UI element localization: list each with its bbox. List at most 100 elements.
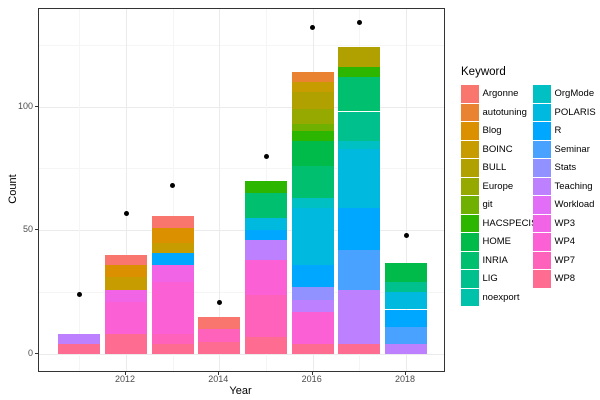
legend-item-LIG: LIG	[461, 270, 533, 288]
legend-label: git	[482, 199, 493, 211]
gridline-major	[39, 106, 444, 108]
bar-segment-POLARIS	[245, 217, 287, 231]
bar-segment-WP4	[151, 282, 194, 335]
bar-segment-git	[291, 123, 334, 132]
legend-label: OrgMode	[554, 88, 595, 100]
bar-segment-WP7	[151, 334, 194, 345]
bar-segment-Blog	[151, 227, 194, 243]
legend-swatch	[461, 196, 479, 214]
legend-item-BOINC: BOINC	[461, 140, 533, 158]
bar-2016	[291, 9, 334, 371]
legend-item-git: git	[461, 196, 533, 214]
bar-segment-WP8	[338, 344, 381, 354]
bar-2018	[385, 9, 427, 371]
legend-swatch	[461, 214, 479, 232]
gridline-major	[126, 9, 127, 371]
bar-segment-Teaching	[291, 299, 334, 312]
gridline-major	[39, 230, 444, 232]
bar-segment-WP3	[105, 289, 147, 303]
data-point	[310, 24, 316, 30]
bar-2013	[151, 9, 194, 371]
bar-segment-BOINC	[151, 242, 194, 253]
legend-label: LIG	[482, 273, 498, 285]
legend-swatch	[461, 122, 479, 140]
bar-segment-WP8	[105, 334, 147, 354]
bar-segment-WP7	[245, 294, 287, 337]
bar-segment-Seminar	[338, 250, 381, 290]
legend-swatch	[533, 140, 551, 158]
bar-segment-BOINC	[291, 81, 334, 92]
y-tick-label: 50	[22, 224, 33, 235]
legend-label: Teaching	[554, 180, 593, 192]
legend-item-autotuning: autotuning	[461, 103, 533, 121]
legend-label: WP4	[554, 236, 576, 248]
bar-segment-POLARIS	[385, 292, 427, 310]
y-tick-mark	[34, 229, 38, 231]
legend-item-HACSPECIS: HACSPECIS	[461, 214, 537, 232]
legend-swatch	[533, 159, 551, 177]
y-tick-label: 0	[27, 348, 33, 358]
bar-segment-INRIA	[338, 76, 381, 112]
bar-2012	[105, 9, 147, 371]
data-point	[123, 210, 129, 216]
legend-label: Argonne	[482, 88, 519, 100]
x-tick-label: 2016	[301, 374, 322, 384]
x-tick-label: 2012	[114, 374, 136, 384]
legend-label: BULL	[482, 162, 507, 174]
legend-label: noexport	[482, 291, 520, 303]
bar-segment-BULL	[291, 91, 334, 110]
bar-2015	[245, 9, 287, 371]
legend-label: Stats	[554, 162, 577, 174]
y-tick-label: 100	[17, 100, 33, 111]
bar-segment-WP8	[291, 344, 334, 354]
bar-segment-R	[291, 264, 334, 288]
bar-segment-Argonne	[151, 215, 194, 228]
bar-segment-autotuning	[291, 72, 334, 82]
bar-segment-OrgMode	[338, 141, 381, 149]
legend-swatch	[461, 251, 479, 269]
data-point	[216, 299, 222, 305]
bar-segment-Argonne	[105, 255, 147, 265]
legend-label: HACSPECIS	[482, 217, 538, 229]
y-tick-mark	[34, 105, 38, 107]
legend-swatch	[533, 103, 551, 121]
x-tick-label: 2018	[394, 374, 416, 384]
legend-label: BOINC	[482, 143, 513, 155]
legend-swatch	[461, 103, 479, 121]
gridline-major	[39, 354, 444, 355]
bar-segment-Teaching	[385, 344, 427, 354]
legend-swatch	[461, 270, 479, 288]
legend-swatch	[533, 214, 551, 232]
bar-segment-Seminar	[385, 326, 427, 345]
legend-label: Seminar	[554, 143, 590, 155]
bar-segment-INRIA	[245, 193, 287, 218]
legend-label: autotuning	[482, 106, 527, 118]
bar-segment-BULL	[338, 47, 381, 67]
data-point	[170, 183, 176, 189]
legend-swatch	[533, 196, 551, 214]
bar-segment-R	[151, 252, 194, 265]
bar-segment-WP8	[151, 344, 194, 354]
bar-segment-LIG	[385, 282, 427, 293]
legend-item-POLARIS: POLARIS	[533, 103, 596, 121]
bar-segment-WP7	[198, 329, 241, 342]
bar-segment-Teaching	[245, 240, 287, 260]
legend-swatch	[533, 177, 551, 195]
bar-segment-Teaching	[338, 289, 381, 345]
x-tick-mark	[311, 371, 313, 375]
data-point	[403, 232, 409, 238]
bar-segment-Stats	[291, 287, 334, 300]
legend-item-WP7: WP7	[533, 251, 596, 269]
legend-item-Teaching: Teaching	[533, 177, 596, 195]
legend-label: Blog	[482, 125, 502, 137]
bar-segment-POLARIS	[291, 208, 334, 265]
data-point	[76, 292, 82, 298]
y-tick-mark	[34, 353, 38, 354]
bar-2014	[198, 9, 241, 371]
gridline-major	[219, 9, 221, 371]
legend-label: WP8	[554, 273, 576, 285]
gridline-minor	[39, 44, 444, 46]
data-point	[356, 20, 362, 25]
legend-item-BULL: BULL	[461, 159, 533, 177]
legend-swatch	[461, 288, 479, 306]
